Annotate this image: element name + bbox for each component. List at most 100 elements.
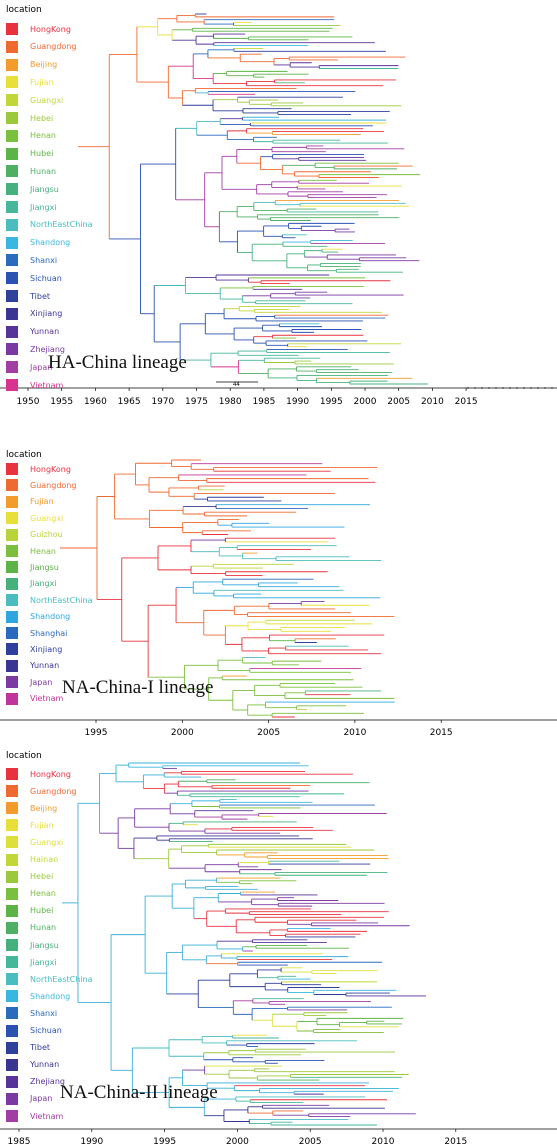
phylogenetic-tree-ha-china [0, 13, 557, 391]
legend-label: Henan [30, 131, 56, 141]
axis-tick-label: 2010 [420, 397, 444, 407]
legend-label: NorthEastChina [30, 595, 93, 605]
legend-label: Yunnan [30, 327, 60, 337]
legend-label: Jiangxi [30, 579, 57, 589]
legend-label: Tibet [30, 291, 50, 301]
axis-tick-label: 1995 [319, 397, 343, 407]
legend-item: HongKong [6, 22, 71, 36]
legend-label: Shanxi [30, 255, 58, 265]
legend-item: Beijing [6, 58, 57, 72]
legend-swatch [6, 676, 18, 689]
legend-label: Beijing [30, 60, 58, 70]
legend-swatch [6, 254, 18, 267]
legend-item: NorthEastChina [6, 593, 93, 607]
phylogenetic-tree-na-china-ii [0, 762, 557, 1132]
legend-label: Beijing [30, 803, 58, 813]
legend-swatch [6, 76, 18, 89]
legend-swatch [6, 1041, 18, 1054]
legend-label: Shanxi [30, 1008, 58, 1018]
legend-label: Tibet [30, 1043, 50, 1053]
legend-item: Hubei [6, 147, 53, 161]
legend-item: Fujian [6, 75, 54, 89]
legend-swatch [6, 561, 18, 574]
scale-bar-label: 44 [233, 382, 240, 388]
axis-dot [544, 387, 546, 389]
legend-label: Japan [30, 677, 53, 687]
legend-swatch [6, 361, 18, 374]
legend-item: Henan [6, 544, 56, 558]
legend-item: Xinjiang [6, 307, 62, 321]
legend-swatch [6, 183, 18, 196]
legend-swatch [6, 147, 18, 160]
legend-item: Shandong [6, 236, 70, 250]
legend-label: Fujian [30, 77, 54, 87]
legend-label: Zhejiang [30, 1077, 65, 1087]
legend-item: NorthEastChina [6, 972, 93, 986]
legend-swatch [6, 463, 18, 475]
legend-item: Sichuan [6, 1024, 62, 1038]
legend-swatch [6, 939, 18, 951]
legend-label: Guizhou [30, 530, 63, 540]
legend-swatch [6, 58, 18, 71]
legend-label: Hebei [30, 113, 54, 123]
legend-swatch [6, 307, 18, 320]
axis-tick-label: 1995 [84, 728, 108, 738]
legend-label: Shanghai [30, 628, 68, 638]
legend-item: Shanghai [6, 626, 67, 640]
legend-swatch [6, 1058, 18, 1071]
legend-item: Guangxi [6, 835, 63, 849]
axis-tick-label: 2000 [353, 397, 377, 407]
legend-label: Fujian [30, 497, 54, 507]
lineage-label-ha-china: HA-China lineage [48, 352, 187, 373]
legend-swatch [6, 853, 18, 866]
legend-label: Yunnan [30, 1060, 60, 1070]
axis-tick-label: 2005 [387, 397, 411, 407]
legend-item: Zhejiang [6, 1075, 65, 1089]
legend-swatch [6, 512, 18, 525]
legend-swatch [6, 956, 18, 969]
legend-label: HongKong [30, 464, 71, 474]
legend-swatch [6, 495, 18, 508]
legend-swatch [6, 1075, 18, 1088]
legend-swatch [6, 692, 18, 705]
legend-item: Vietnam [6, 378, 63, 392]
legend-item: Vietnam [6, 692, 63, 706]
legend-label: Guangxi [30, 513, 64, 523]
legend-swatch [6, 325, 18, 338]
legend-item: Hubei [6, 904, 53, 918]
legend-label: Hubei [30, 149, 54, 159]
axis-dot [551, 387, 553, 389]
legend-item: Hainan [6, 853, 58, 867]
legend-swatch [6, 343, 18, 356]
legend-swatch [6, 870, 18, 883]
axis-tick-label: 1955 [50, 397, 74, 407]
legend-label: Vietnam [30, 1111, 64, 1121]
axis-tick-label: 2010 [343, 728, 367, 738]
legend-item: Jiangxi [6, 955, 57, 969]
lineage-label-na-china-i: NA-China-I lineage [62, 677, 214, 698]
legend-item: Hebei [6, 111, 53, 125]
axis-tick-label: 2015 [444, 1137, 468, 1147]
panel-na-china-i: location HongKong Guangdong Fujian Guangxi G… [0, 445, 557, 745]
legend-swatch [6, 40, 18, 53]
legend-label: Fujian [30, 820, 54, 830]
legend-item: Japan [6, 1092, 52, 1106]
legend-swatch [6, 819, 18, 832]
legend-item: HongKong [6, 462, 71, 476]
legend-item: Guangxi [6, 511, 63, 525]
legend-swatch [6, 1024, 18, 1037]
axis-tick-label: 2005 [257, 728, 281, 738]
legend-swatch [6, 887, 18, 900]
legend-item: Hunan [6, 164, 56, 178]
legend-label: Japan [30, 1094, 53, 1104]
legend-item: Guangdong [6, 784, 76, 798]
axis-dot [474, 387, 476, 389]
legend-swatch [6, 785, 18, 798]
axis-tick-label: 1995 [153, 1137, 177, 1147]
legend-item: Guangdong [6, 40, 76, 54]
legend-swatch [6, 921, 18, 934]
legend-label: Guangxi [30, 837, 64, 847]
legend-swatch [6, 272, 18, 285]
legend-label: Shandong [30, 238, 71, 248]
legend-item: NorthEastChina [6, 218, 93, 232]
